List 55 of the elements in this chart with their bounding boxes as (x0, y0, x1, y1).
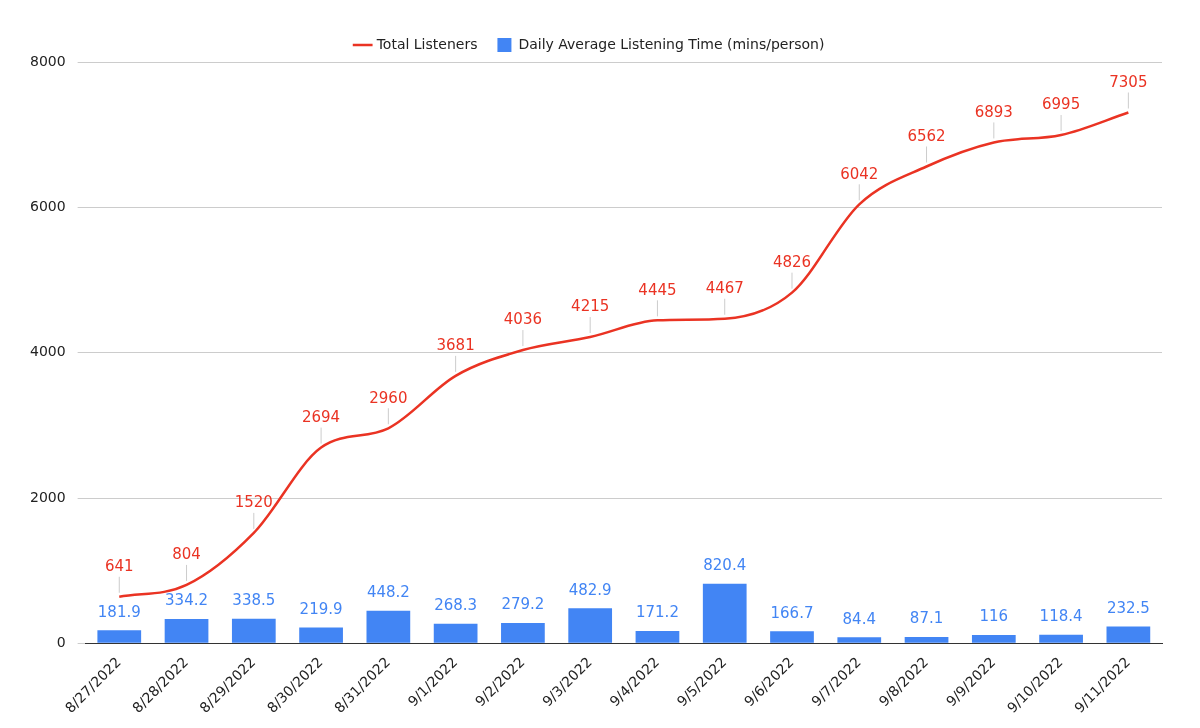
bar (164, 619, 209, 643)
bar (837, 637, 882, 643)
data-label: 219.9 (299, 599, 343, 618)
bar (702, 583, 747, 643)
bar (231, 618, 276, 643)
bar (770, 631, 814, 643)
data-label: 448.2 (366, 583, 410, 602)
data-label: 166.7 (770, 603, 814, 622)
data-label: 268.3 (434, 596, 478, 615)
data-label: 334.2 (165, 591, 209, 610)
data-label: 87.1 (909, 609, 944, 628)
bar (97, 630, 142, 643)
data-label: 2694 (301, 407, 341, 426)
bar (904, 637, 949, 643)
data-label: 4215 (571, 297, 610, 316)
data-label: 4445 (638, 280, 677, 299)
data-label: 181.9 (97, 602, 141, 621)
bar (971, 634, 1016, 643)
data-label: 641 (104, 557, 134, 576)
data-label: 4467 (705, 279, 744, 298)
bar (568, 608, 613, 643)
data-label: 171.2 (635, 603, 679, 622)
bar (366, 610, 411, 643)
data-label: 7305 (1109, 72, 1148, 91)
y-tick-label: 6000 (29, 197, 66, 214)
data-label: 118.4 (1039, 607, 1083, 626)
data-label: 3681 (436, 336, 475, 355)
data-label: 338.5 (232, 591, 276, 610)
legend-label: Total Listeners (375, 35, 478, 52)
data-label: 6562 (907, 126, 946, 145)
bar (635, 630, 680, 643)
y-tick-label: 0 (56, 634, 66, 650)
bar (1106, 626, 1151, 643)
bar (1039, 634, 1083, 643)
data-label: 116 (979, 607, 1009, 626)
data-label: 84.4 (842, 609, 876, 628)
y-tick-label: 4000 (29, 343, 66, 360)
legend-label: Daily Average Listening Time (mins/person) (518, 35, 825, 52)
y-tick-label: 8000 (29, 52, 66, 69)
bar (299, 627, 343, 643)
bar (433, 623, 478, 643)
data-label: 279.2 (501, 595, 545, 614)
data-label: 804 (172, 545, 201, 564)
data-label: 6893 (974, 102, 1013, 121)
data-label: 4826 (772, 253, 812, 272)
data-label: 232.5 (1106, 598, 1150, 617)
data-label: 6042 (840, 164, 879, 183)
data-label: 4036 (503, 310, 542, 329)
data-label: 6995 (1042, 95, 1081, 114)
data-label: 820.4 (703, 556, 747, 575)
data-label: 2960 (369, 388, 408, 407)
y-tick-label: 2000 (29, 488, 66, 505)
data-label: 1520 (234, 493, 273, 512)
data-label: 482.9 (568, 580, 612, 599)
bar (501, 623, 545, 643)
